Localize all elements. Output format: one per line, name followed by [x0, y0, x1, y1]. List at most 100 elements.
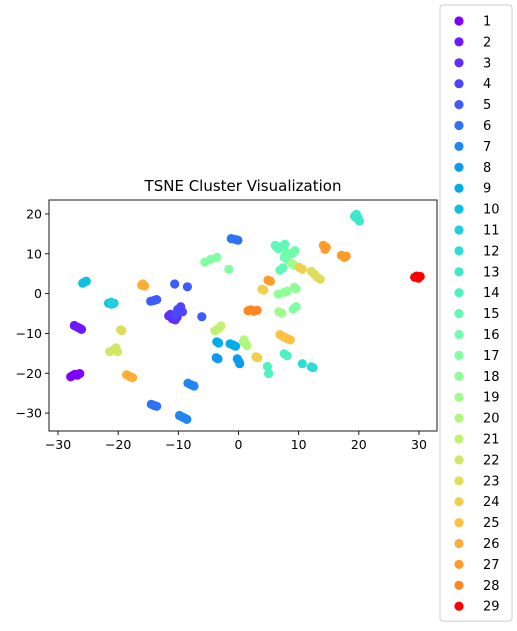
- legend-marker: [454, 371, 464, 381]
- data-point-cluster-17: [224, 264, 234, 274]
- data-point-cluster-15: [278, 263, 288, 273]
- legend-label: 21: [483, 433, 500, 448]
- data-point-cluster-22: [111, 343, 121, 353]
- data-point-cluster-12: [297, 359, 307, 369]
- legend-label: 27: [483, 558, 500, 573]
- legend-marker: [454, 79, 464, 89]
- legend-label: 8: [483, 161, 491, 176]
- y-tick-label: 20: [26, 206, 42, 221]
- data-point-cluster-12: [308, 363, 318, 373]
- legend-marker: [454, 16, 464, 26]
- legend-box: [439, 4, 513, 622]
- legend-label: 1: [483, 15, 491, 30]
- legend-marker: [454, 580, 464, 590]
- legend-label: 14: [483, 286, 500, 301]
- data-point-cluster-4: [170, 310, 180, 320]
- legend-label: 12: [483, 244, 500, 259]
- data-point-cluster-25: [285, 335, 295, 345]
- legend-marker: [454, 246, 464, 256]
- x-tick-label: −10: [165, 437, 191, 452]
- data-point-cluster-15: [280, 239, 290, 249]
- legend-label: 6: [483, 119, 491, 134]
- legend-marker: [454, 204, 464, 214]
- data-point-cluster-21: [216, 321, 226, 331]
- legend-marker: [454, 141, 464, 151]
- legend-label: 7: [483, 140, 491, 155]
- data-point-cluster-16: [290, 246, 300, 256]
- legend-label: 3: [483, 56, 491, 71]
- data-point-cluster-27: [341, 251, 351, 261]
- data-point-cluster-29: [415, 271, 425, 282]
- legend-label: 11: [483, 224, 500, 239]
- data-point-cluster-28: [252, 305, 262, 315]
- data-point-cluster-4: [177, 307, 188, 317]
- data-point-cluster-14: [262, 361, 272, 372]
- legend-label: 18: [483, 370, 500, 385]
- data-point-cluster-6: [152, 401, 162, 411]
- legend-marker: [454, 100, 464, 110]
- legend-marker: [454, 413, 464, 423]
- data-point-cluster-18: [282, 286, 292, 296]
- legend-marker: [454, 434, 464, 444]
- chart-title: TSNE Cluster Visualization: [144, 177, 342, 195]
- points-layer: [66, 209, 425, 424]
- data-point-cluster-27: [321, 242, 331, 252]
- legend-marker: [454, 538, 464, 549]
- data-point-cluster-27: [265, 276, 275, 286]
- legend-label: 4: [483, 77, 491, 92]
- legend-marker: [454, 58, 464, 68]
- legend-marker: [454, 392, 464, 402]
- legend-marker: [454, 120, 464, 131]
- legend-label: 2: [483, 35, 491, 50]
- data-point-cluster-24: [253, 353, 263, 363]
- data-point-cluster-11: [106, 297, 116, 307]
- data-point-cluster-19: [277, 308, 287, 318]
- data-point-cluster-7: [182, 414, 192, 424]
- data-point-cluster-5: [182, 282, 192, 292]
- data-point-cluster-9: [230, 341, 241, 351]
- data-point-cluster-10: [81, 276, 91, 286]
- x-tick-label: −30: [45, 437, 71, 452]
- legend-label: 22: [483, 453, 500, 468]
- y-tick-label: 10: [26, 246, 42, 261]
- data-point-cluster-24: [297, 264, 307, 274]
- data-point-cluster-14: [282, 351, 292, 361]
- legend-marker: [454, 497, 464, 507]
- x-tick-label: 30: [411, 437, 427, 452]
- legend-label: 17: [483, 349, 500, 364]
- data-point-cluster-20: [238, 337, 248, 347]
- plot-frame: [48, 199, 438, 432]
- legend-label: 24: [483, 495, 500, 510]
- legend: 1234567891011121314151617181920212223242…: [439, 4, 513, 622]
- legend-marker: [454, 162, 464, 172]
- data-point-cluster-8: [235, 359, 245, 369]
- y-tick-label: −30: [16, 406, 42, 421]
- data-point-cluster-9: [214, 338, 224, 348]
- data-point-cluster-24: [259, 285, 269, 295]
- data-point-cluster-17: [212, 252, 222, 262]
- legend-label: 16: [483, 328, 500, 343]
- legend-marker: [454, 559, 464, 570]
- legend-label: 26: [483, 537, 500, 552]
- x-tick-label: −20: [105, 437, 131, 452]
- x-axis: −30 −20 −10 0 10 20 30: [45, 431, 427, 452]
- y-tick-label: −10: [16, 326, 42, 341]
- legend-marker: [454, 350, 464, 360]
- y-tick-label: −20: [16, 366, 42, 381]
- data-point-cluster-8: [213, 354, 223, 364]
- data-point-cluster-1: [75, 369, 85, 379]
- data-point-cluster-5: [152, 295, 162, 305]
- legend-marker: [454, 329, 464, 340]
- legend-marker: [454, 37, 464, 47]
- legend-marker: [454, 288, 464, 298]
- legend-label: 5: [483, 98, 491, 113]
- legend-label: 10: [483, 203, 500, 218]
- legend-marker: [454, 518, 464, 528]
- legend-label: 15: [483, 307, 500, 322]
- legend-marker: [454, 183, 464, 193]
- legend-marker: [454, 309, 464, 319]
- legend-marker: [454, 267, 464, 277]
- legend-marker: [454, 476, 464, 486]
- data-point-cluster-17: [291, 302, 301, 312]
